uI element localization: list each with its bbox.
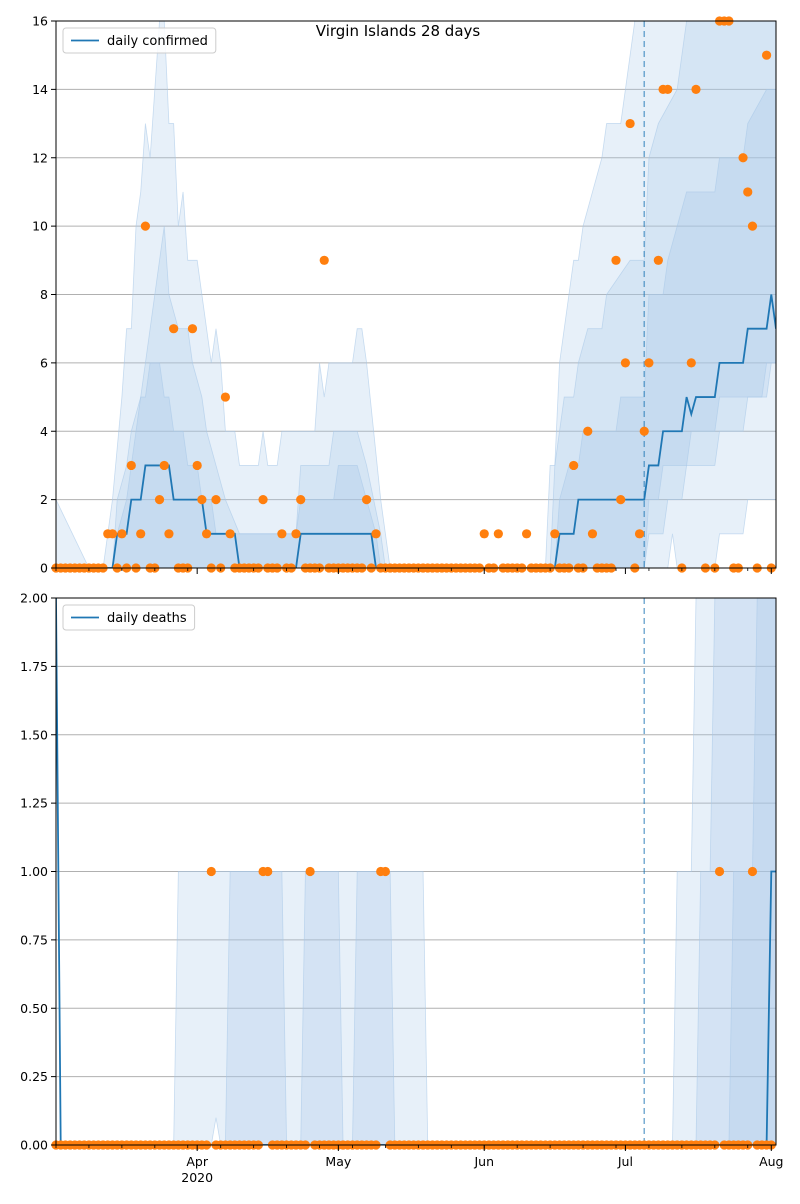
data-point bbox=[136, 529, 146, 539]
data-point bbox=[479, 529, 489, 539]
x-tick-label: Apr bbox=[186, 1154, 208, 1169]
legend: daily confirmed bbox=[62, 27, 217, 54]
x-tick-label: May bbox=[325, 1154, 351, 1169]
uncertainty-band bbox=[56, 598, 776, 1145]
data-point bbox=[747, 866, 758, 877]
data-point bbox=[625, 118, 635, 129]
data-point bbox=[263, 866, 273, 877]
data-point bbox=[192, 460, 202, 471]
data-point bbox=[761, 50, 772, 60]
x-tick-label: Aug bbox=[759, 1154, 783, 1169]
data-point bbox=[107, 529, 118, 539]
y-tick-label: 10 bbox=[32, 219, 48, 234]
data-point bbox=[747, 221, 758, 231]
data-point bbox=[691, 84, 701, 94]
data-point bbox=[220, 392, 231, 402]
y-tick-label: 12 bbox=[32, 150, 48, 165]
series-line bbox=[56, 294, 776, 568]
y-tick-label: 8 bbox=[40, 287, 48, 302]
y-tick-label: 1.50 bbox=[20, 727, 48, 742]
y-tick-label: 2.00 bbox=[20, 591, 48, 606]
data-point bbox=[225, 529, 235, 539]
uncertainty-band bbox=[56, 598, 776, 1145]
plot-area bbox=[56, 598, 776, 1145]
data-point bbox=[583, 426, 593, 436]
data-point bbox=[620, 358, 631, 368]
plot-area bbox=[56, 21, 776, 568]
data-point bbox=[738, 153, 748, 163]
y-tick-label: 0 bbox=[40, 561, 48, 576]
data-point bbox=[493, 529, 503, 539]
data-point bbox=[201, 529, 212, 539]
data-point bbox=[277, 529, 287, 539]
y-tick-label: 0.00 bbox=[20, 1138, 48, 1153]
series-line bbox=[56, 598, 776, 1145]
y-tick-label: 0.50 bbox=[20, 1001, 48, 1016]
legend: daily deaths bbox=[62, 604, 196, 631]
data-point bbox=[743, 187, 753, 197]
deaths-panel: 0.00 0.25 0.50 0.75 1.00 1.25 1.50 1.75 2.00 Apr2… bbox=[20, 591, 783, 1186]
legend-box bbox=[62, 27, 217, 54]
data-point bbox=[361, 495, 372, 505]
data-point bbox=[587, 529, 598, 539]
legend-box bbox=[62, 604, 196, 631]
data-point bbox=[653, 255, 663, 265]
data-point bbox=[117, 529, 127, 539]
data-point bbox=[634, 529, 645, 539]
y-tick-label: 0.75 bbox=[20, 932, 48, 947]
x-tick-label: Jun bbox=[473, 1154, 494, 1169]
x-tick-label: Jul bbox=[617, 1154, 633, 1169]
y-tick-label: 14 bbox=[32, 82, 48, 97]
data-point bbox=[187, 324, 198, 334]
data-point bbox=[644, 358, 654, 368]
data-point bbox=[611, 255, 621, 265]
data-point bbox=[296, 495, 306, 505]
data-point bbox=[686, 358, 696, 368]
data-point bbox=[380, 866, 391, 877]
data-point bbox=[550, 529, 560, 539]
data-point bbox=[616, 495, 626, 505]
data-point bbox=[164, 529, 174, 539]
data-point bbox=[521, 529, 532, 539]
data-point bbox=[197, 495, 207, 505]
y-tick-label: 6 bbox=[40, 355, 48, 370]
data-point bbox=[569, 460, 579, 471]
y-tick-label: 4 bbox=[40, 424, 48, 439]
data-point bbox=[258, 495, 268, 505]
uncertainty-band bbox=[56, 88, 776, 568]
data-point bbox=[291, 529, 301, 539]
data-point bbox=[663, 84, 673, 94]
uncertainty-band bbox=[56, 598, 776, 1145]
confirmed-panel: 0 2 4 6 8 10 12 14 16 daily confirmed bbox=[32, 14, 777, 576]
data-point bbox=[305, 866, 315, 877]
data-point bbox=[211, 495, 221, 505]
y-tick-label: 0.25 bbox=[20, 1069, 48, 1084]
data-point bbox=[371, 529, 381, 539]
y-tick-label: 1.00 bbox=[20, 864, 48, 879]
data-point bbox=[169, 324, 179, 334]
data-point bbox=[154, 495, 165, 505]
data-point bbox=[714, 866, 725, 877]
y-tick-label: 1.75 bbox=[20, 659, 48, 674]
legend-label: daily deaths bbox=[107, 611, 187, 626]
data-point bbox=[159, 460, 169, 471]
x-tick-sublabel: 2020 bbox=[181, 1170, 213, 1185]
data-point bbox=[639, 426, 649, 436]
legend-label: daily confirmed bbox=[107, 34, 208, 49]
y-tick-label: 1.25 bbox=[20, 796, 48, 811]
data-point bbox=[140, 221, 151, 231]
data-point bbox=[126, 460, 136, 471]
chart-title: Virgin Islands 28 days bbox=[316, 22, 481, 40]
data-point bbox=[319, 255, 329, 265]
data-point bbox=[206, 866, 216, 877]
y-tick-label: 2 bbox=[40, 492, 48, 507]
y-tick-label: 16 bbox=[32, 14, 48, 29]
